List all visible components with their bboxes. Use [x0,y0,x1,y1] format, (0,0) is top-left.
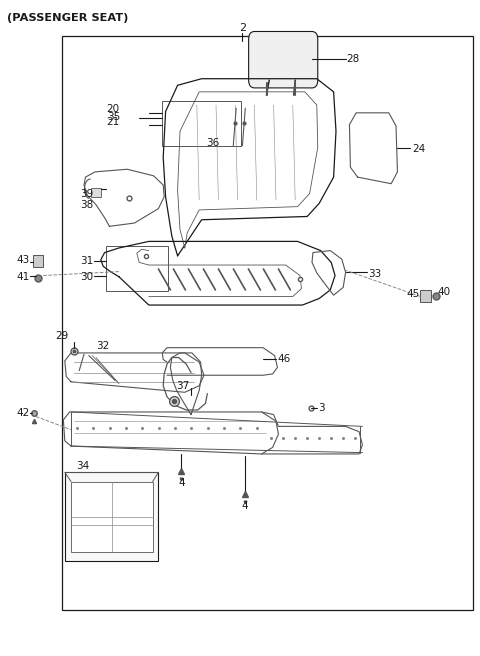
Text: 24: 24 [412,144,425,154]
FancyBboxPatch shape [249,31,318,88]
Text: 43: 43 [16,255,30,265]
Text: 34: 34 [76,461,89,471]
Bar [420,290,431,302]
Bar [71,482,153,552]
Text: 29: 29 [55,331,68,341]
Bar [65,472,158,561]
Text: 2: 2 [239,22,246,33]
Text: 28: 28 [347,54,360,64]
Text: 42: 42 [16,408,30,419]
Bar [62,36,473,610]
Text: 40: 40 [438,287,451,297]
Text: 3: 3 [318,403,324,413]
Text: 4: 4 [178,478,185,489]
Text: 38: 38 [80,199,94,210]
Text: 21: 21 [106,117,119,127]
Text: (PASSENGER SEAT): (PASSENGER SEAT) [7,12,129,23]
Text: 45: 45 [407,289,420,299]
Text: 37: 37 [176,380,190,391]
Bar [162,101,241,146]
Bar [106,246,168,291]
Text: 31: 31 [80,256,94,266]
Text: 32: 32 [96,341,109,352]
Text: 46: 46 [277,354,291,365]
Text: 35: 35 [107,112,120,122]
Text: 30: 30 [81,272,94,282]
Text: 33: 33 [369,268,382,279]
Text: 36: 36 [206,138,220,148]
Bar [33,255,43,267]
Bar [91,188,101,197]
Text: 4: 4 [241,501,248,512]
Text: 41: 41 [16,272,30,282]
Text: 20: 20 [106,104,119,114]
Text: 39: 39 [80,189,94,199]
